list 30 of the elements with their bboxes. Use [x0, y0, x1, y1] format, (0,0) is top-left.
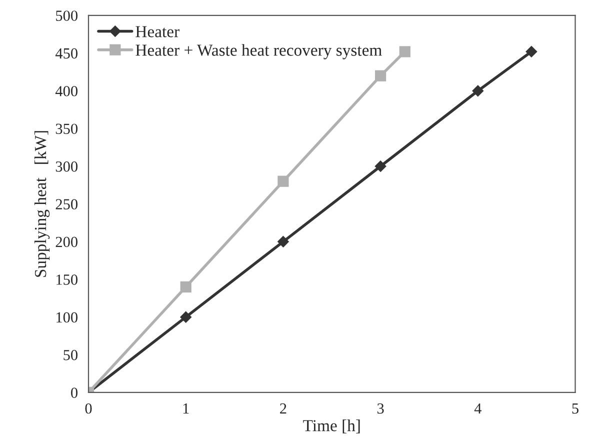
- point: [526, 46, 538, 58]
- y-tick-label: 150: [56, 274, 78, 285]
- x-axis-title: Time [h]: [303, 420, 360, 434]
- legend-label: Heater: [136, 26, 180, 38]
- point: [278, 176, 289, 187]
- x-tick-label: 3: [377, 403, 384, 414]
- y-tick-label: 300: [56, 161, 78, 172]
- x-tick-label: 5: [572, 404, 578, 414]
- y-tick-label: 450: [55, 48, 78, 59]
- y-axis-title: Supplying heat [kW]: [34, 131, 50, 277]
- point: [374, 160, 386, 172]
- y-tick-label: 500: [56, 10, 78, 21]
- x-tick-label: 0: [85, 403, 92, 414]
- y-tick-label: 50: [64, 350, 78, 360]
- point: [472, 85, 484, 96]
- x-tick-label: 2: [280, 403, 286, 414]
- x-tick-label: 4: [474, 403, 482, 414]
- point: [180, 311, 192, 323]
- y-tick-label: 250: [56, 199, 78, 210]
- y-tick-label: 350: [56, 124, 78, 134]
- point: [374, 70, 386, 82]
- x-tick-label: 1: [183, 403, 189, 414]
- y-tick-label: 100: [56, 312, 78, 323]
- y-tick-label: 0: [71, 388, 78, 398]
- y-tick-label: 400: [55, 86, 78, 96]
- point: [278, 236, 289, 248]
- legend-label: Heater + Waste heat recovery system: [136, 44, 382, 60]
- point: [399, 46, 410, 58]
- point: [180, 281, 192, 292]
- y-tick-label: 200: [56, 236, 78, 248]
